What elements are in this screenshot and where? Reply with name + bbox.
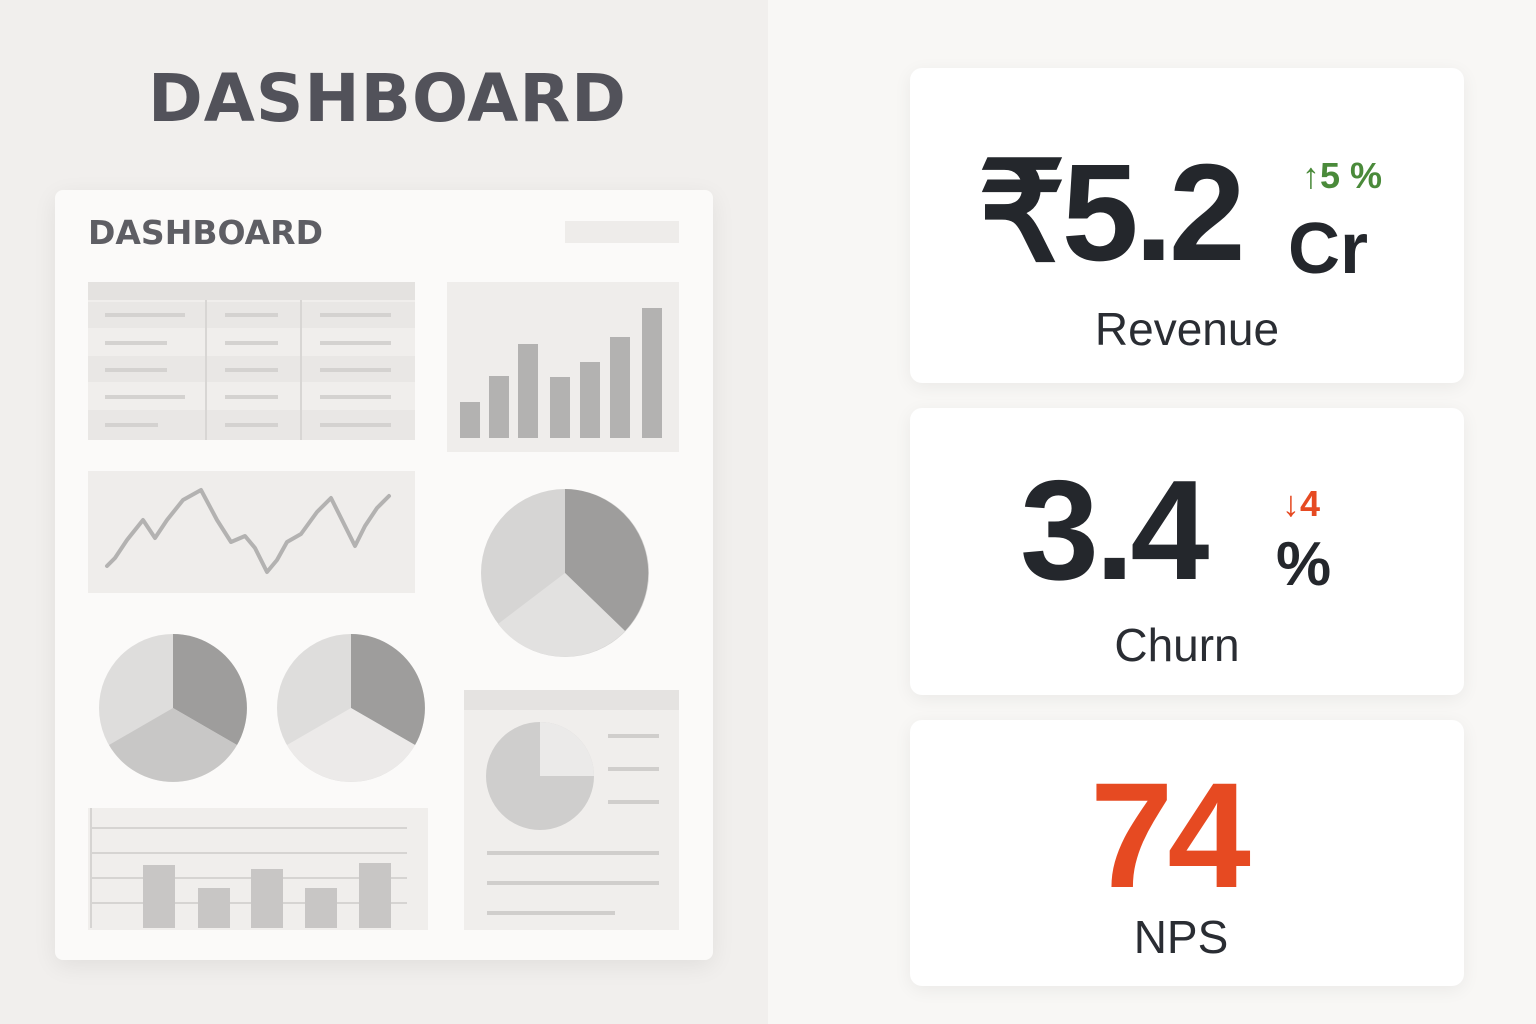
placeholder-pie-list-card — [464, 690, 679, 930]
churn-kpi-card: 3.4 ↓4 % Churn — [910, 408, 1464, 695]
churn-value: 3.4 — [1020, 451, 1209, 610]
revenue-label: Revenue — [1094, 303, 1280, 355]
revenue-kpi-card: ₹5.2 ↑5 % Cr Revenue — [910, 68, 1464, 383]
placeholder-table — [88, 282, 415, 440]
churn-delta: ↓4 — [1282, 483, 1321, 524]
placeholder-pie-medium-1 — [99, 634, 247, 782]
revenue-value: ₹5.2 — [978, 136, 1246, 290]
left-panel: DASHBOARD DASHBOARD — [55, 60, 713, 960]
nps-label: NPS — [1133, 911, 1229, 963]
dashboard-preview: DASHBOARD — [55, 190, 713, 960]
nps-kpi-card: 74 NPS — [910, 720, 1464, 986]
preview-widgets — [88, 282, 679, 930]
placeholder-line-chart — [88, 471, 415, 593]
preview-search-bar — [565, 221, 679, 243]
placeholder-pie-medium-2 — [277, 634, 425, 782]
revenue-delta: ↑5 % — [1302, 155, 1383, 196]
placeholder-bar-chart — [447, 282, 679, 452]
preview-title: DASHBOARD — [88, 213, 323, 252]
churn-unit: % — [1276, 530, 1332, 599]
churn-label: Churn — [1114, 619, 1240, 671]
placeholder-pie-large — [481, 489, 649, 657]
placeholder-bottom-bar-chart — [88, 808, 428, 930]
dashboard-heading: DASHBOARD — [148, 60, 627, 137]
nps-value: 74 — [1090, 751, 1251, 919]
revenue-unit: Cr — [1288, 209, 1369, 289]
